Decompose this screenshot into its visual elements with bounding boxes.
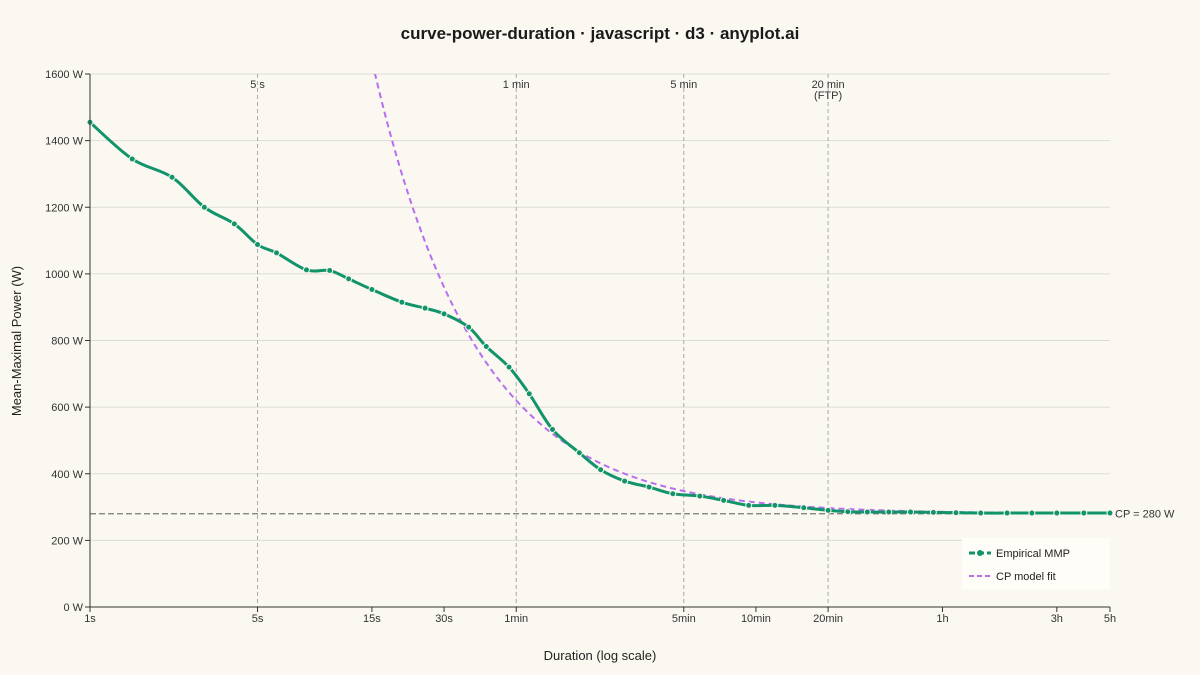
data-point: [128, 155, 136, 163]
data-point: [952, 509, 960, 517]
y-tick-label: 800 W: [51, 336, 83, 348]
series-line-empirical-mmp: [89, 121, 1110, 515]
x-tick-label: 15s: [363, 613, 381, 625]
y-tick-label: 1400 W: [45, 136, 84, 148]
x-tick-label: 3h: [1051, 613, 1063, 625]
y-tick-label: 400 W: [51, 469, 83, 481]
data-point: [720, 496, 728, 504]
legend-marker-empirical-mmp: [977, 550, 983, 556]
data-point: [368, 286, 376, 294]
data-point: [696, 492, 704, 500]
data-point: [1106, 509, 1114, 517]
data-point: [1028, 509, 1036, 517]
data-point: [548, 425, 556, 433]
data-point: [1003, 509, 1011, 517]
data-point: [1053, 509, 1061, 517]
data-point: [745, 501, 753, 509]
legend-label-cp-model: CP model fit: [996, 571, 1056, 583]
legend-box: [962, 538, 1110, 589]
reference-line-label: 5 min: [670, 79, 697, 91]
data-point: [345, 275, 353, 283]
y-tick-label: 200 W: [51, 535, 83, 547]
y-tick-label: 1600 W: [45, 69, 84, 81]
data-point: [597, 466, 605, 474]
x-tick-label: 1h: [936, 613, 948, 625]
data-point: [505, 363, 513, 371]
reference-line-label: 5 s: [250, 79, 265, 91]
y-tick-label: 1200 W: [45, 202, 84, 214]
x-tick-label: 20min: [813, 613, 843, 625]
y-axis-label: Mean-Maximal Power (W): [9, 266, 24, 416]
data-point: [977, 509, 985, 517]
data-point: [771, 501, 779, 509]
data-point: [575, 449, 583, 457]
x-tick-label: 30s: [435, 613, 453, 625]
x-tick-label: 5min: [672, 613, 696, 625]
data-point: [929, 508, 937, 516]
reference-lines: 5 s 1 min 5 min 20 min(FTP) CP = 280 W: [90, 74, 1175, 607]
legend-items: Empirical MMP CP model fit: [969, 548, 1070, 583]
legend: Empirical MMP CP model fit: [962, 538, 1110, 589]
data-point: [669, 490, 677, 498]
data-point: [421, 304, 429, 312]
y-tick-label: 0 W: [63, 602, 83, 614]
legend-label-empirical-mmp: Empirical MMP: [996, 548, 1070, 560]
data-point: [326, 267, 334, 275]
axes: 0 W 200 W 400 W 600 W 800 W 1000 W 1200 W 1400 …: [45, 69, 1116, 625]
data-point: [844, 508, 852, 516]
y-tick-label: 600 W: [51, 402, 83, 414]
series-layer: [86, 74, 1114, 517]
grid-layer: [90, 73, 1110, 541]
data-point: [800, 504, 808, 512]
data-point: [440, 310, 448, 318]
data-point: [645, 483, 653, 491]
cp-line-label: CP = 280 W: [1115, 509, 1175, 521]
data-point: [907, 508, 915, 516]
x-axis-label: Duration (log scale): [544, 648, 657, 663]
series-line-cp-model: [373, 74, 1110, 515]
reference-line-sublabel: (FTP): [814, 90, 842, 102]
data-point: [168, 173, 176, 181]
x-tick-label: 1min: [504, 613, 528, 625]
y-tick-label: 1000 W: [45, 269, 84, 281]
data-point: [465, 323, 473, 331]
chart-title: curve-power-duration · javascript · d3 ·…: [401, 24, 800, 43]
data-point: [302, 266, 310, 274]
data-point: [200, 203, 208, 211]
data-point: [885, 508, 893, 516]
data-point: [398, 298, 406, 306]
x-tick-label: 5h: [1104, 613, 1116, 625]
data-point: [621, 477, 629, 485]
reference-line-label: 1 min: [503, 79, 530, 91]
data-point: [1080, 509, 1088, 517]
reference-line-label: 20 min: [812, 79, 845, 91]
data-point: [230, 220, 238, 228]
data-point: [482, 342, 490, 350]
data-point: [273, 249, 281, 257]
data-point: [525, 390, 533, 398]
data-point: [824, 506, 832, 514]
data-point: [254, 241, 262, 249]
data-point: [863, 508, 871, 516]
x-tick-label: 10min: [741, 613, 771, 625]
x-tick-label: 1s: [84, 613, 96, 625]
x-tick-label: 5s: [252, 613, 264, 625]
